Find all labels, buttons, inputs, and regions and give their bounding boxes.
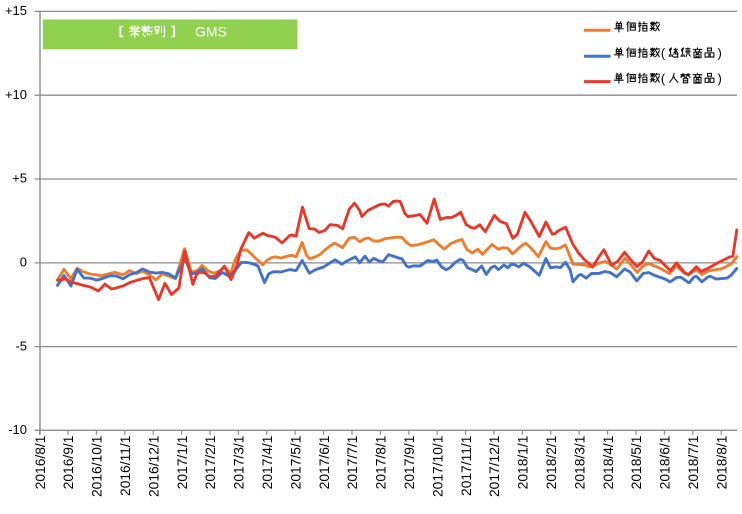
svg-text:2018/2/1: 2018/2/1: [544, 436, 559, 490]
svg-text:2016/8/1: 2016/8/1: [33, 436, 48, 490]
svg-text:2018/3/1: 2018/3/1: [572, 436, 587, 490]
svg-text:2017/5/1: 2017/5/1: [288, 436, 303, 490]
svg-text:-10: -10: [8, 422, 27, 437]
svg-text:2017/11/1: 2017/11/1: [459, 436, 474, 496]
svg-text:2017/3/1: 2017/3/1: [232, 436, 247, 490]
svg-text:2017/8/1: 2017/8/1: [374, 436, 389, 490]
svg-text:2018/6/1: 2018/6/1: [658, 436, 673, 490]
svg-text:2018/1/1: 2018/1/1: [516, 436, 531, 490]
svg-text:0: 0: [20, 255, 27, 270]
svg-text:2017/6/1: 2017/6/1: [317, 436, 332, 490]
svg-text:2016/12/1: 2016/12/1: [146, 436, 161, 497]
svg-text:2018/7/1: 2018/7/1: [686, 436, 701, 490]
svg-text:2016/11/1: 2016/11/1: [118, 436, 133, 496]
svg-text:2018/8/1: 2018/8/1: [714, 436, 729, 490]
svg-text:+5: +5: [12, 171, 27, 186]
svg-text:+10: +10: [5, 87, 27, 102]
svg-text:-5: -5: [15, 338, 27, 353]
svg-text:2016/9/1: 2016/9/1: [61, 436, 76, 490]
svg-text:(: (: [661, 71, 666, 86]
svg-text:2017/9/1: 2017/9/1: [402, 436, 417, 490]
svg-text:(: (: [661, 46, 666, 61]
svg-text:2018/5/1: 2018/5/1: [629, 436, 644, 490]
svg-text:GMS: GMS: [195, 24, 227, 40]
svg-text:2016/10/1: 2016/10/1: [90, 436, 105, 497]
svg-text:): ): [718, 46, 722, 61]
svg-text:2017/10/1: 2017/10/1: [430, 436, 445, 497]
svg-text:2018/4/1: 2018/4/1: [601, 436, 616, 490]
svg-text:2017/12/1: 2017/12/1: [487, 436, 502, 497]
svg-text:): ): [718, 71, 722, 86]
svg-text:2017/7/1: 2017/7/1: [345, 436, 360, 490]
svg-text:+15: +15: [5, 3, 27, 18]
svg-text:2017/1/1: 2017/1/1: [175, 436, 190, 490]
svg-text:2017/4/1: 2017/4/1: [260, 436, 275, 490]
svg-text:2017/2/1: 2017/2/1: [203, 436, 218, 490]
